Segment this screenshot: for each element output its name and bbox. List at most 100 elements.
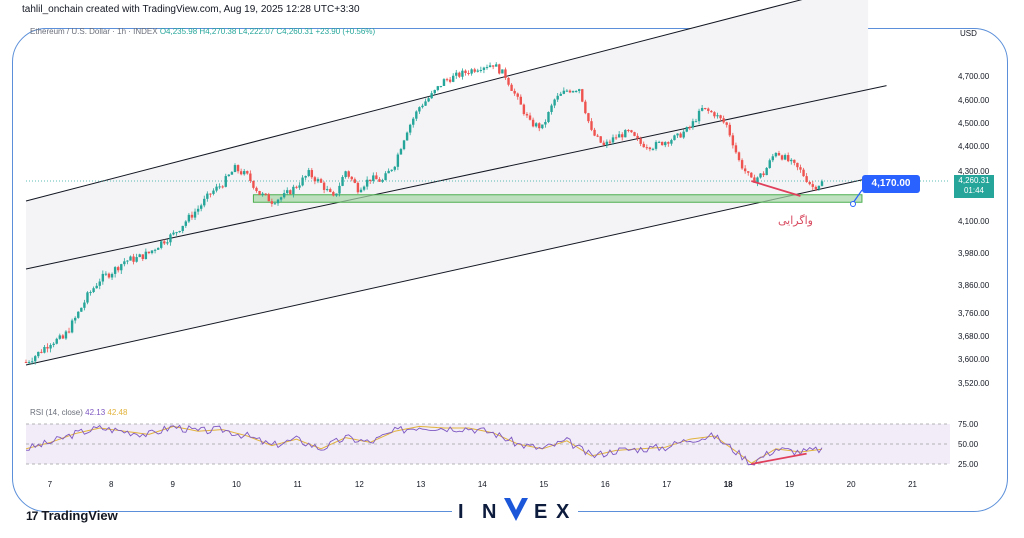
candle-body[interactable]: [614, 137, 618, 139]
candle-body[interactable]: [322, 182, 326, 190]
candle-body[interactable]: [184, 221, 188, 226]
candle-body[interactable]: [436, 86, 440, 90]
candle-body[interactable]: [292, 186, 295, 195]
candle-body[interactable]: [347, 171, 350, 177]
tradingview-logo[interactable]: 17 TradingView: [26, 508, 118, 523]
candle-body[interactable]: [212, 190, 215, 194]
candle-body[interactable]: [166, 242, 169, 244]
candle-body[interactable]: [765, 167, 768, 176]
candle-body[interactable]: [559, 93, 562, 96]
candle-body[interactable]: [113, 267, 117, 274]
candle-body[interactable]: [313, 177, 317, 182]
candle-body[interactable]: [799, 167, 802, 170]
candle-body[interactable]: [117, 267, 120, 271]
candle-body[interactable]: [648, 147, 652, 150]
candle-body[interactable]: [98, 281, 101, 286]
candle-body[interactable]: [412, 118, 415, 125]
candle-body[interactable]: [215, 186, 218, 191]
candle-body[interactable]: [70, 320, 74, 333]
candle-body[interactable]: [399, 149, 403, 155]
candle-body[interactable]: [704, 107, 707, 109]
candle-body[interactable]: [301, 177, 304, 186]
candle-body[interactable]: [737, 152, 741, 161]
candle-body[interactable]: [289, 190, 292, 195]
candle-body[interactable]: [574, 90, 578, 92]
candle-body[interactable]: [405, 132, 409, 141]
candle-body[interactable]: [553, 99, 556, 106]
candle-body[interactable]: [624, 130, 627, 138]
candle-body[interactable]: [442, 79, 446, 86]
candle-body[interactable]: [40, 351, 43, 353]
candle-body[interactable]: [654, 142, 658, 149]
candle-body[interactable]: [276, 199, 280, 204]
candle-body[interactable]: [728, 124, 731, 136]
candle-body[interactable]: [811, 184, 814, 187]
candle-body[interactable]: [814, 186, 818, 190]
candle-body[interactable]: [372, 175, 375, 181]
candle-body[interactable]: [387, 170, 390, 174]
candle-body[interactable]: [716, 115, 719, 117]
candle-body[interactable]: [209, 193, 212, 195]
candle-body[interactable]: [424, 101, 427, 106]
candle-body[interactable]: [46, 346, 49, 349]
candle-body[interactable]: [750, 172, 753, 178]
candle-body[interactable]: [780, 155, 784, 160]
candle-body[interactable]: [335, 193, 338, 196]
candle-body[interactable]: [578, 89, 581, 91]
candle-body[interactable]: [768, 160, 771, 168]
candle-body[interactable]: [608, 141, 612, 143]
candle-body[interactable]: [639, 138, 642, 144]
candle-body[interactable]: [473, 69, 476, 72]
candle-body[interactable]: [243, 171, 246, 175]
candle-body[interactable]: [350, 176, 353, 180]
candle-body[interactable]: [538, 123, 541, 129]
candle-body[interactable]: [747, 171, 750, 173]
candle-body[interactable]: [304, 175, 307, 178]
candle-body[interactable]: [467, 73, 470, 75]
candle-body[interactable]: [101, 273, 105, 282]
candle-body[interactable]: [565, 90, 569, 92]
candle-body[interactable]: [808, 181, 811, 185]
candle-body[interactable]: [673, 135, 676, 141]
rsi-legend[interactable]: RSI (14, close) 42.13 42.48: [30, 408, 127, 417]
candle-body[interactable]: [132, 256, 135, 262]
candle-body[interactable]: [230, 172, 234, 175]
candle-body[interactable]: [421, 105, 424, 108]
candle-body[interactable]: [150, 250, 154, 254]
candle-body[interactable]: [590, 121, 593, 130]
candle-body[interactable]: [49, 345, 52, 349]
candle-body[interactable]: [181, 225, 184, 232]
candle-body[interactable]: [756, 177, 759, 183]
candle-body[interactable]: [255, 187, 258, 191]
candle-body[interactable]: [786, 155, 790, 162]
candle-body[interactable]: [498, 64, 501, 74]
candle-body[interactable]: [461, 70, 464, 77]
candle-body[interactable]: [120, 264, 123, 271]
candle-body[interactable]: [753, 177, 756, 183]
candle-body[interactable]: [107, 273, 111, 278]
candle-body[interactable]: [203, 198, 206, 206]
rsi-line[interactable]: [25, 424, 823, 466]
candle-body[interactable]: [369, 179, 372, 181]
candle-body[interactable]: [504, 69, 507, 78]
candle-body[interactable]: [725, 122, 728, 125]
candle-body[interactable]: [685, 126, 688, 132]
candle-body[interactable]: [541, 124, 544, 129]
candle-body[interactable]: [175, 232, 178, 234]
candle-body[interactable]: [236, 165, 240, 172]
candle-body[interactable]: [418, 107, 421, 112]
candle-body[interactable]: [86, 292, 89, 303]
candle-body[interactable]: [43, 346, 46, 353]
price-divergence-line[interactable]: [751, 180, 801, 197]
candle-body[interactable]: [325, 189, 329, 191]
candle-body[interactable]: [621, 134, 624, 138]
candle-body[interactable]: [153, 249, 157, 251]
candle-body[interactable]: [470, 69, 473, 74]
candle-body[interactable]: [344, 171, 347, 178]
candle-body[interactable]: [743, 168, 747, 172]
candle-body[interactable]: [630, 130, 633, 133]
candle-body[interactable]: [660, 141, 664, 146]
callout-anchor[interactable]: [850, 201, 856, 207]
candle-body[interactable]: [676, 133, 679, 136]
